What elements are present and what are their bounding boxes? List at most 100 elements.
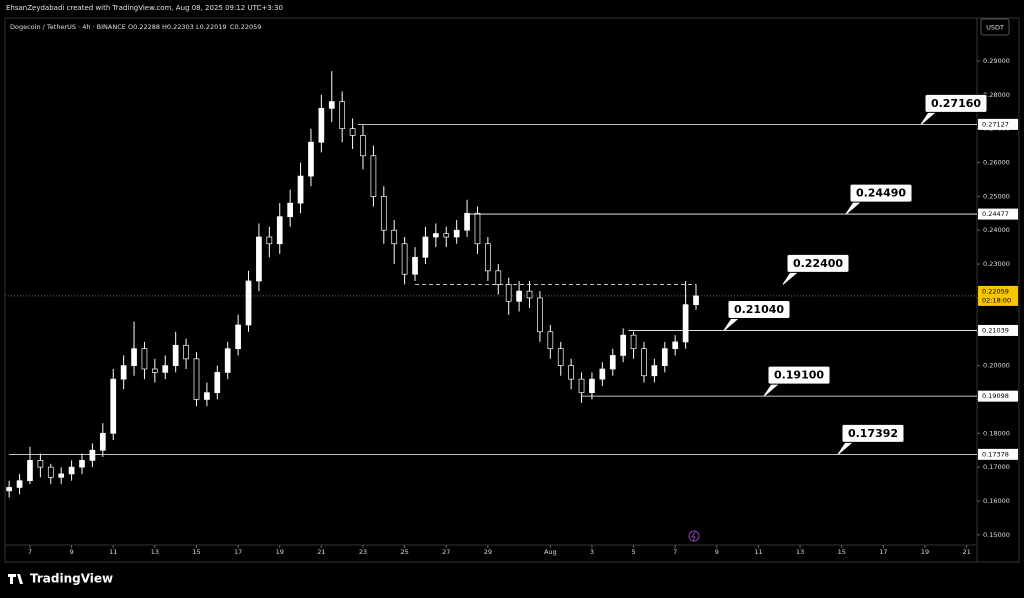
candle-body — [432, 233, 439, 238]
last-price-countdown: 02:18:00 — [982, 296, 1011, 304]
candle-body — [235, 324, 241, 350]
candle-body — [79, 460, 85, 468]
candle-body — [214, 372, 221, 394]
x-tick-label: 29 — [484, 548, 492, 556]
candle-body — [453, 229, 460, 238]
candle-body — [27, 460, 33, 482]
chart-frame — [4, 17, 1020, 563]
level-axis-box — [978, 390, 1018, 402]
candle-body — [266, 236, 273, 245]
candle-body — [661, 348, 668, 366]
candle-body — [110, 378, 117, 434]
callout-tail — [837, 441, 853, 455]
y-tick-label: 0.20000 — [983, 362, 1010, 370]
callout-box — [727, 299, 791, 319]
level-axis-label: 0.21039 — [982, 326, 1009, 334]
candle-body — [443, 233, 450, 238]
candle-body — [464, 212, 470, 231]
candle-body — [120, 365, 127, 380]
candle-body — [245, 280, 252, 326]
callout-tail — [845, 201, 861, 215]
y-tick-label: 0.16000 — [983, 497, 1010, 505]
x-tick-label: 15 — [838, 548, 846, 556]
callout-box — [924, 93, 988, 113]
x-tick-label: 7 — [28, 548, 32, 556]
candle-body — [495, 270, 502, 285]
candle-body — [391, 229, 398, 245]
x-tick-label: 23 — [359, 548, 367, 556]
y-tick-label: 0.17000 — [983, 463, 1010, 471]
candle-body — [474, 212, 481, 245]
last-price-box — [978, 285, 1018, 306]
ohlc-value: O0.22288 — [128, 23, 160, 31]
candle-body — [599, 368, 606, 380]
x-tick-label: 27 — [442, 548, 450, 556]
candle-body — [99, 432, 106, 451]
candle-body — [526, 290, 533, 299]
x-tick-label: 11 — [754, 548, 762, 556]
callout-tail — [723, 318, 739, 331]
callout-label: 0.22400 — [793, 257, 843, 270]
x-tick-label: 13 — [151, 548, 159, 556]
y-tick-label: 0.29000 — [983, 57, 1010, 65]
callout-label: 0.21040 — [734, 303, 784, 316]
event-icon-bolt — [691, 531, 696, 542]
candle-body — [620, 334, 627, 356]
candle-body — [183, 344, 189, 360]
candle-body — [516, 290, 522, 302]
credit: EhsanZeydabadi created with TradingView.… — [6, 4, 283, 12]
candle-body — [422, 236, 429, 258]
y-tick-label: 0.25000 — [983, 192, 1010, 200]
x-tick-label: 5 — [632, 548, 636, 556]
callout-box — [841, 423, 905, 443]
candle-body — [578, 378, 585, 394]
candle-body — [193, 358, 200, 400]
candle-body — [204, 392, 210, 400]
x-tick-label: 19 — [276, 548, 284, 556]
currency-box[interactable] — [980, 18, 1010, 36]
candle-body — [16, 480, 23, 488]
level-axis-label: 0.24477 — [982, 210, 1009, 218]
callout-box — [786, 253, 850, 273]
currency[interactable]: USDT — [986, 24, 1004, 32]
candle-body — [328, 101, 335, 109]
candle-body — [630, 334, 637, 350]
x-tick-label: 7 — [673, 548, 677, 556]
callout-tail — [763, 383, 779, 397]
y-tick-label: 0.28000 — [983, 91, 1010, 99]
candle-body — [485, 243, 491, 272]
x-tick-label: 25 — [400, 548, 408, 556]
x-tick-label: 3 — [590, 548, 594, 556]
logo-text: TradingView — [30, 572, 113, 586]
event-icon[interactable] — [688, 530, 700, 542]
callout-tail — [782, 271, 798, 285]
level-axis-box — [978, 324, 1018, 336]
candle-body — [152, 368, 158, 373]
candle-body — [557, 348, 564, 366]
x-tick-label: 19 — [921, 548, 929, 556]
ohlc-value: H0.22303 — [162, 23, 194, 31]
candle-body — [547, 331, 554, 350]
candle-body — [682, 304, 689, 343]
candle-body — [349, 128, 356, 136]
candle-body — [89, 449, 96, 461]
callout-label: 0.24490 — [856, 187, 906, 200]
logo: TradingView — [8, 572, 113, 586]
x-tick-label: 13 — [796, 548, 804, 556]
level-axis-label: 0.19098 — [982, 392, 1009, 400]
level-axis-box — [978, 118, 1018, 130]
candle-body — [505, 284, 512, 302]
candle-body — [37, 460, 44, 468]
candle-body — [380, 196, 387, 231]
candle-body — [297, 175, 304, 204]
candle-body — [47, 466, 54, 478]
x-tick-label: Aug — [544, 548, 557, 556]
x-tick-label: 9 — [715, 548, 719, 556]
candle-body — [131, 348, 137, 366]
level-axis-box — [978, 448, 1018, 460]
candle-body — [318, 108, 325, 143]
candle-body — [339, 101, 346, 130]
logo-mark — [8, 574, 23, 584]
